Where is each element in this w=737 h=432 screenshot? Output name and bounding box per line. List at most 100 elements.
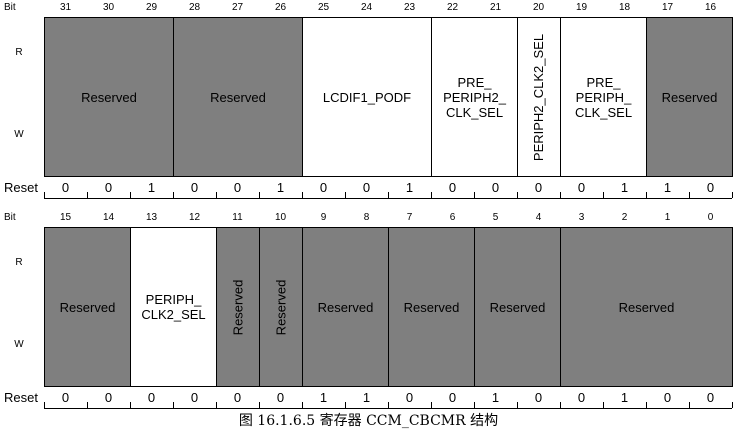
reset-tick: [345, 402, 346, 408]
bitfield-reserved: Reserved: [302, 227, 389, 387]
bitfield-reserved: Reserved: [44, 227, 131, 387]
reset-value: 0: [448, 390, 457, 405]
bit-number: 4: [535, 212, 542, 223]
bit-number: 2: [621, 212, 628, 223]
bit-number: 30: [102, 2, 115, 13]
bit-number: 3: [578, 212, 585, 223]
bit-number: 31: [59, 2, 72, 13]
reset-baseline: [44, 198, 732, 199]
bit-number-row: Bit 31 30 29 28 27 26 25 24 23 22 21 20 19 18 17 16: [0, 0, 737, 16]
bitfield-name: Reserved: [273, 279, 289, 335]
bit-number: 15: [59, 212, 72, 223]
reset-value: 1: [620, 390, 629, 405]
reset-value: 0: [319, 180, 328, 195]
bitfield-name: LCDIF1_PODF: [322, 89, 412, 105]
bitfield-name: Reserved: [618, 299, 675, 315]
write-label: W: [14, 339, 24, 350]
bit-number: 27: [231, 2, 244, 13]
bit-number: 5: [492, 212, 499, 223]
bitfield-reserved: Reserved: [474, 227, 561, 387]
reset-value: 1: [491, 390, 500, 405]
reset-value: 0: [534, 390, 543, 405]
bit-number: 10: [274, 212, 287, 223]
bitfield-name: Reserved: [81, 89, 137, 105]
reset-value: 0: [190, 180, 199, 195]
reset-value: 0: [233, 180, 242, 195]
bitfield-name: Reserved: [230, 279, 246, 335]
bitfield-name: Reserved: [210, 89, 266, 105]
write-label: W: [14, 129, 24, 140]
bitfield-name: Reserved: [403, 299, 460, 315]
reset-tick: [130, 402, 131, 408]
bitfield-reserved: Reserved: [259, 227, 303, 387]
reset-tick: [732, 402, 733, 408]
reset-tick: [130, 192, 131, 198]
bit-number: 12: [188, 212, 201, 223]
bit-number-row: Bit 15 14 13 12 11 10 9 8 7 6 5 4 3 2 1 0: [0, 210, 737, 226]
reset-tick: [431, 402, 432, 408]
reset-tick: [431, 192, 432, 198]
reset-tick: [302, 192, 303, 198]
reset-tick: [302, 402, 303, 408]
bit-label: Bit: [4, 2, 16, 13]
bitfield-name: PERIPH_ CLK2_SEL: [141, 292, 206, 322]
bitfield-lcdif1-podf: LCDIF1_PODF: [302, 17, 432, 177]
read-label: R: [15, 257, 23, 268]
reset-value: 1: [362, 390, 371, 405]
reset-tick: [517, 192, 518, 198]
reset-value: 0: [233, 390, 242, 405]
bitfield-name: Reserved: [59, 299, 116, 315]
bit-number: 18: [618, 2, 631, 13]
reset-tick: [216, 402, 217, 408]
reset-value: 0: [706, 180, 715, 195]
reset-value: 0: [276, 390, 285, 405]
reset-tick: [388, 192, 389, 198]
reset-value: 0: [491, 180, 500, 195]
bit-number: 20: [532, 2, 545, 13]
reset-value: 0: [663, 390, 672, 405]
reset-value: 0: [362, 180, 371, 195]
reset-value: 0: [577, 180, 586, 195]
read-label: R: [15, 47, 23, 58]
bit-number: 9: [320, 212, 327, 223]
bit-number: 8: [363, 212, 370, 223]
reset-tick: [732, 192, 733, 198]
reset-value: 0: [61, 390, 70, 405]
bit-number: 13: [145, 212, 158, 223]
reset-baseline: [44, 408, 732, 409]
reset-value: 0: [104, 180, 113, 195]
bit-number: 24: [360, 2, 373, 13]
reset-value: 1: [620, 180, 629, 195]
bit-number: 11: [232, 212, 243, 223]
reset-value: 1: [663, 180, 672, 195]
bitfield-name: PRE_ PERIPH2_ CLK_SEL: [443, 74, 506, 120]
reset-value: 0: [61, 180, 70, 195]
bit-label: Bit: [4, 212, 16, 223]
bit-number: 7: [406, 212, 413, 223]
reset-value: 0: [534, 180, 543, 195]
bit-number: 22: [446, 2, 459, 13]
bitfield-name: Reserved: [317, 299, 374, 315]
reset-value: 0: [104, 390, 113, 405]
reset-tick: [173, 402, 174, 408]
bitfield-pre-periph2-clk-sel: PRE_ PERIPH2_ CLK_SEL: [431, 17, 518, 177]
reset-tick: [474, 192, 475, 198]
reset-tick: [87, 192, 88, 198]
reset-value: 1: [276, 180, 285, 195]
reset-value: 0: [577, 390, 586, 405]
bitfield-name: Reserved: [489, 299, 546, 315]
bit-number: 26: [274, 2, 287, 13]
bitfield-pre-periph-clk-sel: PRE_ PERIPH_ CLK_SEL: [560, 17, 647, 177]
reset-tick: [345, 192, 346, 198]
bitfield-reserved: Reserved: [44, 17, 174, 177]
bit-number: 16: [704, 2, 717, 13]
reset-tick: [259, 192, 260, 198]
bit-number: 21: [489, 2, 502, 13]
bitfield-periph-clk2-sel: PERIPH_ CLK2_SEL: [130, 227, 217, 387]
bitfield-name: PERIPH2_CLK2_SEL: [531, 33, 547, 161]
reset-tick: [259, 402, 260, 408]
reset-tick: [560, 192, 561, 198]
reset-tick: [173, 192, 174, 198]
reset-value: 0: [147, 390, 156, 405]
bit-number: 23: [403, 2, 416, 13]
